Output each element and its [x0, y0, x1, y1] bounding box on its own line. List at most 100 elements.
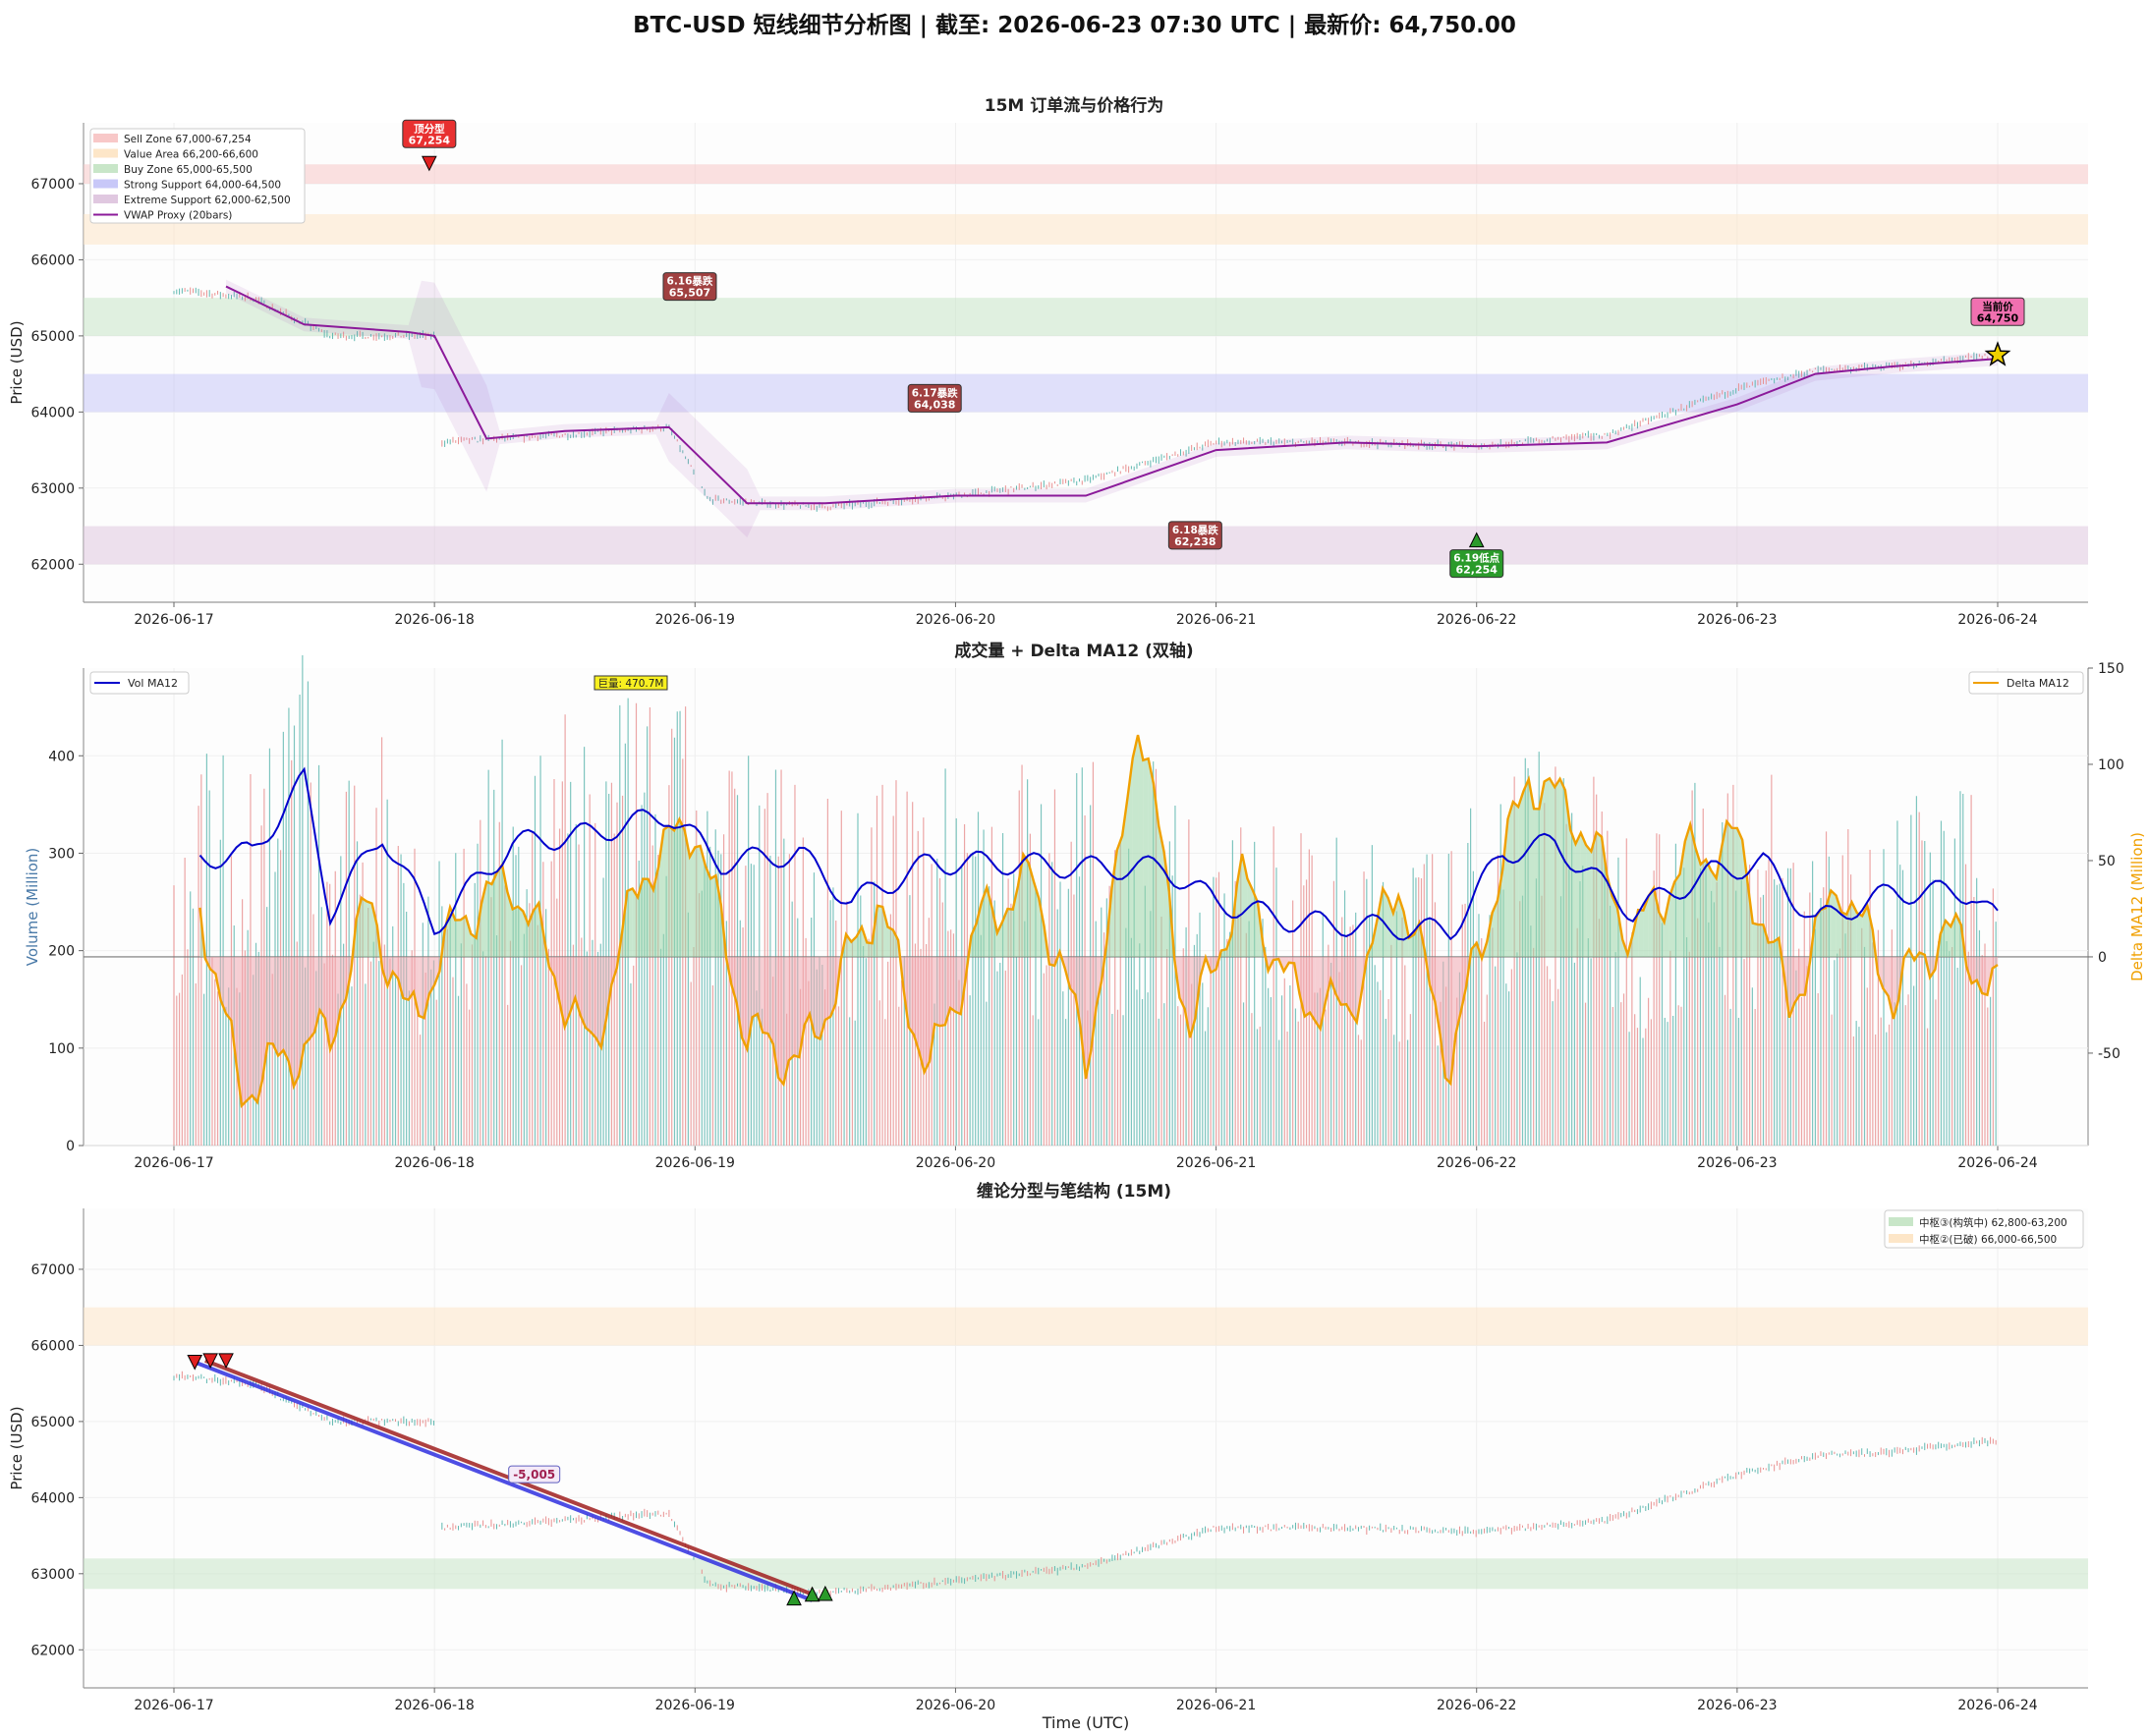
y-tick-label: 300 — [48, 846, 75, 862]
y-tick-label-right: 50 — [2098, 854, 2116, 869]
delta-fill — [1512, 802, 1519, 957]
delta-fill — [226, 956, 232, 1021]
delta-fill — [231, 956, 237, 1066]
delta-fill — [517, 906, 524, 957]
legend-swatch — [93, 134, 118, 142]
delta-fill — [1028, 863, 1034, 957]
delta-fill — [1507, 802, 1513, 957]
delta-fill — [1596, 832, 1602, 957]
annotation-label: 6.19低点 — [1453, 552, 1499, 565]
top-fractal-marker — [202, 1353, 218, 1370]
delta-fill — [637, 878, 644, 957]
y-axis-label-right: Delta MA12 (Million) — [2128, 832, 2146, 981]
panel-title: 成交量 + Delta MA12 (双轴) — [954, 641, 1193, 661]
delta-fill — [1211, 956, 1216, 973]
plot-area — [84, 123, 2088, 602]
delta-fill — [1518, 791, 1524, 957]
delta-fill — [491, 872, 497, 957]
chan-structure-panel: 2026-06-17 2026-06-18 2026-06-19 2026-06-20… — [8, 1181, 2088, 1732]
y-tick-label: 67000 — [30, 1262, 75, 1278]
delta-fill — [882, 906, 888, 957]
delta-fill — [1654, 887, 1660, 957]
stroke-label-box — [508, 1465, 561, 1484]
zone-band — [84, 213, 2088, 245]
delta-fill — [815, 956, 820, 1039]
delta-fill — [559, 956, 565, 1028]
delta-fill — [1252, 889, 1258, 957]
delta-fill — [460, 916, 466, 957]
delta-fill — [1138, 735, 1144, 957]
delta-fill — [1794, 956, 1800, 1004]
delta-fill — [1247, 878, 1253, 957]
delta-fill — [247, 956, 253, 1101]
delta-fill — [434, 956, 440, 985]
delta-fill — [934, 956, 940, 1027]
x-axis-label: Time (UTC) — [1042, 1713, 1129, 1732]
delta-fill — [1159, 825, 1164, 957]
delta-fill — [1523, 779, 1529, 957]
y-tick-label: 400 — [48, 749, 75, 764]
delta-fill — [304, 956, 310, 1045]
delta-fill — [1831, 890, 1837, 957]
delta-fill — [1163, 851, 1169, 957]
legend-swatch — [93, 164, 118, 173]
delta-fill — [319, 956, 325, 1019]
delta-fill — [679, 818, 685, 957]
delta-fill — [309, 956, 315, 1039]
delta-fill — [398, 956, 404, 998]
y-tick-label: 67000 — [30, 177, 75, 193]
y-tick-label-right: 150 — [2098, 661, 2124, 677]
delta-fill — [955, 956, 961, 1015]
delta-fill — [1179, 956, 1185, 1010]
delta-fill — [1664, 897, 1669, 957]
delta-fill — [914, 956, 920, 1052]
y-tick-label: 66000 — [30, 252, 75, 268]
delta-fill — [1116, 835, 1123, 957]
delta-fill — [1330, 956, 1336, 994]
delta-fill — [1820, 908, 1827, 957]
delta-fill — [1502, 818, 1508, 957]
delta-fill — [361, 897, 368, 957]
delta-fill — [1351, 956, 1357, 1023]
annotation-box — [1449, 549, 1504, 579]
delta-fill — [1690, 824, 1696, 957]
delta-fill — [1528, 779, 1535, 957]
delta-fill — [1638, 910, 1644, 957]
delta-fill — [1711, 870, 1717, 957]
bottom-fractal-marker — [786, 1590, 802, 1606]
delta-fill — [293, 956, 300, 1087]
delta-fill — [648, 878, 653, 957]
chan-stroke — [194, 1360, 814, 1602]
delta-fill — [591, 956, 596, 1038]
delta-fill — [1659, 912, 1665, 957]
y-tick-label: 64000 — [30, 1490, 75, 1506]
y-tick-label: 65000 — [30, 329, 75, 345]
delta-fill — [1575, 832, 1581, 957]
delta-fill — [1080, 956, 1086, 1079]
x-tick-label: 2026-06-23 — [1697, 1155, 1777, 1171]
x-tick-label: 2026-06-23 — [1697, 612, 1777, 628]
delta-fill — [877, 905, 883, 957]
delta-fill — [1742, 839, 1748, 957]
legend-label: 中枢③(构筑中) 62,800-63,200 — [1919, 1216, 2067, 1229]
delta-fill — [1555, 778, 1560, 957]
delta-fill — [752, 956, 758, 1018]
legend-label: Extreme Support 62,000-62,500 — [124, 195, 291, 206]
delta-fill — [1153, 783, 1159, 957]
bottom-fractal-marker — [804, 1586, 820, 1602]
delta-fill — [272, 956, 279, 1056]
delta-fill — [887, 926, 893, 957]
delta-fill — [684, 830, 690, 957]
delta-fill — [403, 956, 409, 1000]
annotation-value: 67,254 — [409, 134, 451, 146]
delta-fill — [1570, 829, 1576, 957]
delta-fill — [1612, 896, 1617, 957]
y-tick-label-right: -50 — [2098, 1046, 2121, 1062]
delta-fill — [929, 956, 935, 1062]
delta-fill — [1840, 912, 1847, 957]
delta-fill — [830, 956, 836, 1017]
delta-fill — [1023, 854, 1029, 957]
legend: Sell Zone 67,000-67,254 Value Area 66,200… — [89, 128, 306, 224]
annotation-box — [1970, 297, 2025, 326]
delta-fill — [652, 867, 659, 957]
